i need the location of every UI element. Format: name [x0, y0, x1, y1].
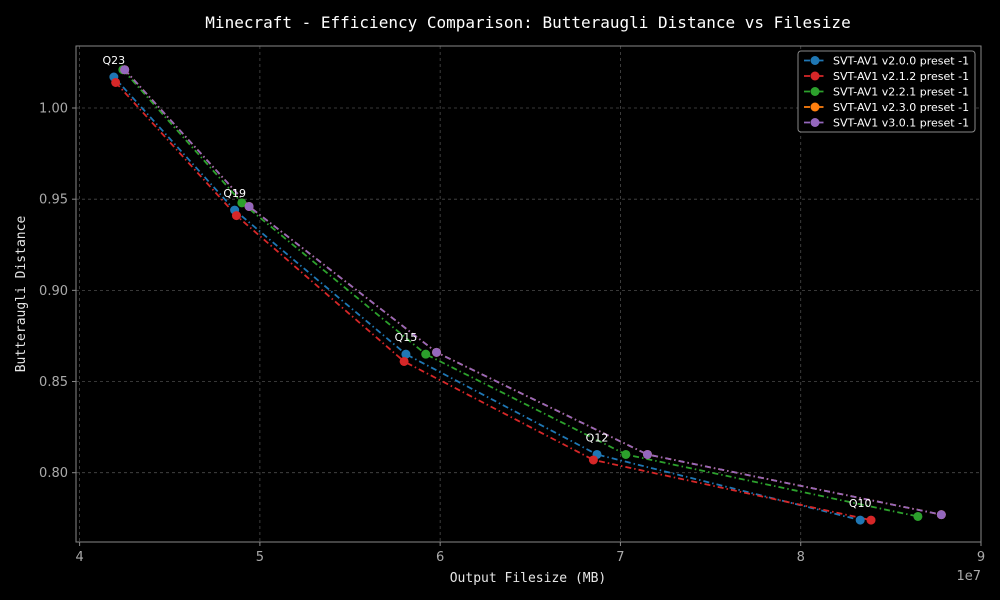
legend-label-3: SVT-AV1 v2.3.0 preset -1	[833, 101, 969, 114]
data-point-series-1	[399, 356, 409, 366]
legend-marker-4	[810, 118, 820, 127]
x-tick-label: 9	[977, 550, 985, 565]
data-point-series-2	[913, 511, 923, 521]
legend-box	[797, 50, 976, 133]
x-axis-ticks: 4 5 6 7 8 9	[75, 542, 985, 565]
y-axis-label: Butteraugli Distance	[14, 216, 29, 373]
legend-marker-1	[810, 71, 820, 81]
data-point-series-1	[111, 77, 121, 87]
data-point-series-2	[421, 349, 431, 359]
series-points	[109, 65, 946, 525]
data-point-series-4	[432, 347, 442, 357]
y-axis-ticks: 0.80 0.85 0.90 0.95 1.00	[39, 102, 76, 481]
x-tick-label: 5	[256, 550, 264, 565]
quality-annotation: Q12	[586, 431, 609, 444]
legend-label-4: SVT-AV1 v3.0.1 preset -1	[833, 117, 969, 130]
legend-marker-2	[810, 87, 820, 96]
data-point-series-4	[936, 510, 946, 520]
data-point-series-2	[621, 449, 631, 459]
x-tick-label: 6	[436, 550, 444, 565]
y-tick-label: 0.80	[39, 466, 68, 481]
annotations: Q23 Q19 Q15 Q12 Q10	[103, 54, 872, 510]
legend-marker-3	[810, 102, 820, 112]
data-point-series-1	[231, 211, 241, 221]
y-tick-label: 0.85	[39, 375, 68, 390]
data-point-series-0	[401, 349, 411, 359]
x-tick-label: 4	[75, 550, 83, 565]
y-tick-label: 1.00	[39, 102, 68, 117]
data-point-series-4	[244, 201, 254, 211]
quality-annotation: Q15	[395, 331, 418, 344]
plot-frame	[75, 45, 982, 543]
legend-marker-0	[810, 56, 820, 65]
data-point-series-1	[588, 455, 598, 465]
data-point-series-4	[120, 65, 130, 75]
quality-annotation: Q19	[223, 187, 246, 200]
y-tick-label: 0.90	[39, 284, 68, 299]
chart-title: Minecraft - Efficiency Comparison: Butte…	[205, 13, 850, 32]
quality-annotation: Q10	[849, 497, 872, 510]
quality-annotation: Q23	[103, 54, 126, 67]
x-axis-offset-label: 1e7	[956, 569, 981, 584]
data-point-series-1	[866, 515, 876, 525]
x-tick-label: 7	[616, 550, 624, 565]
data-point-series-0	[855, 515, 865, 525]
y-tick-label: 0.95	[39, 193, 68, 208]
grid	[76, 46, 982, 542]
x-tick-label: 8	[797, 550, 805, 565]
legend-label-0: SVT-AV1 v2.0.0 preset -1	[833, 55, 969, 68]
data-point-series-2	[237, 198, 247, 208]
legend-label-2: SVT-AV1 v2.2.1 preset -1	[833, 86, 969, 99]
legend-label-1: SVT-AV1 v2.1.2 preset -1	[833, 70, 969, 83]
legend: SVT-AV1 v2.0.0 preset -1 SVT-AV1 v2.1.2 p…	[797, 50, 976, 133]
x-axis-label: Output Filesize (MB)	[450, 571, 607, 586]
data-point-series-4	[642, 449, 652, 459]
